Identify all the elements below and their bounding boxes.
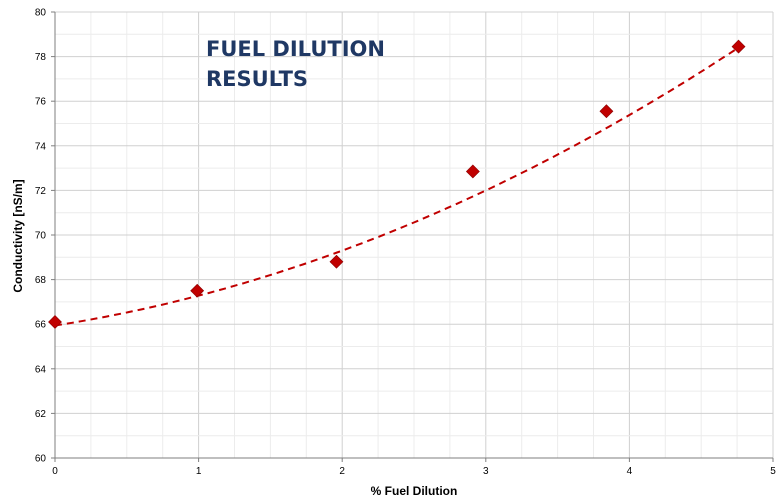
x-tick-label: 2	[339, 466, 345, 477]
y-tick-label: 66	[35, 320, 47, 331]
axes	[51, 11, 774, 462]
x-tick-label: 5	[770, 466, 776, 477]
x-tick-label: 0	[52, 466, 58, 477]
data-point	[329, 254, 344, 269]
y-tick-label: 64	[35, 364, 47, 375]
y-tick-label: 78	[35, 52, 47, 63]
x-tick-label: 4	[627, 466, 633, 477]
trendline	[54, 46, 740, 327]
x-axis-label: % Fuel Dilution	[371, 484, 458, 498]
chart-title-line-2: RESULTS	[206, 67, 308, 91]
data-point	[465, 164, 480, 179]
y-tick-label: 72	[35, 186, 47, 197]
trendline-group	[54, 46, 740, 327]
grid	[54, 11, 774, 459]
y-tick-label: 70	[35, 231, 47, 242]
tick-labels: 60 62 64 66 68 70 72 74 76 78 80 0 1 2 3 4 5	[35, 8, 776, 478]
data-points	[48, 39, 746, 329]
y-tick-label: 80	[35, 8, 47, 19]
y-tick-label: 62	[35, 409, 47, 420]
data-point	[731, 39, 746, 54]
y-tick-label: 68	[35, 275, 47, 286]
y-axis-label: Conductivity [nS/m]	[11, 179, 25, 292]
x-tick-label: 1	[196, 466, 202, 477]
y-tick-label: 74	[35, 141, 47, 152]
chart-title-line-1: FUEL DILUTION	[206, 37, 385, 61]
y-tick-label: 76	[35, 97, 47, 108]
data-point	[190, 283, 205, 298]
data-point	[48, 315, 62, 329]
y-tick-label: 60	[35, 454, 47, 465]
data-point	[599, 104, 614, 119]
x-tick-label: 3	[483, 466, 489, 477]
